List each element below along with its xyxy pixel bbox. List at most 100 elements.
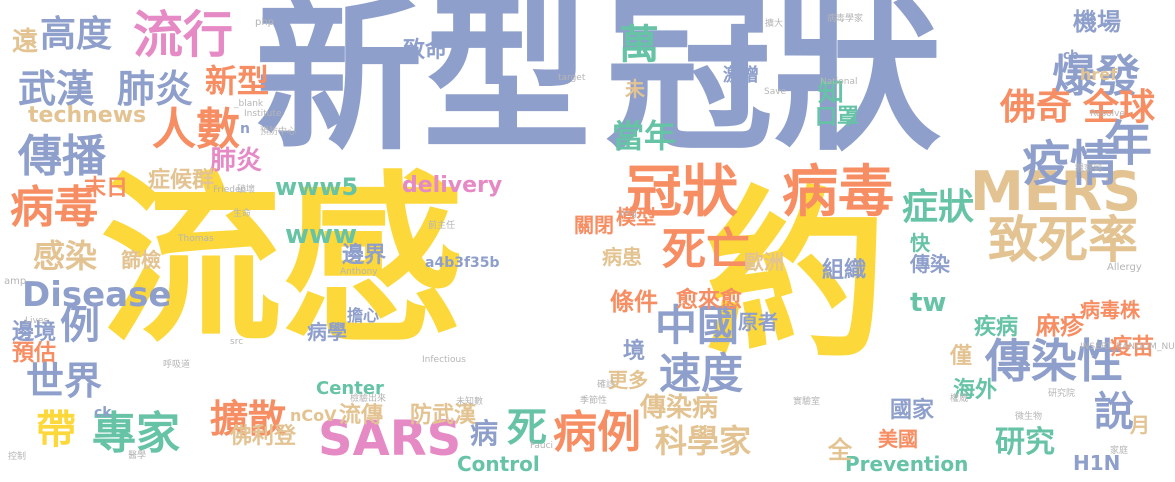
cloud-word: 觀察到 bbox=[1075, 164, 1103, 174]
cloud-word: 世界 bbox=[26, 359, 103, 403]
cloud-word: 更多 bbox=[608, 368, 648, 392]
cloud-word: 中國 bbox=[655, 301, 740, 350]
cloud-word: 例 bbox=[60, 302, 100, 348]
cloud-word: 境 bbox=[623, 339, 646, 364]
cloud-word: 原者 bbox=[738, 310, 778, 334]
cloud-word: 專家 bbox=[92, 408, 180, 459]
cloud-word: 生命 bbox=[233, 209, 252, 219]
cloud-word: 關閉 bbox=[574, 213, 614, 237]
cloud-word: 未 bbox=[625, 77, 645, 101]
cloud-word: 擴大 bbox=[765, 19, 784, 29]
cloud-word: Infectious bbox=[422, 355, 466, 365]
cloud-word: 肺炎 bbox=[210, 146, 263, 176]
cloud-word: 激增 bbox=[723, 65, 759, 86]
cloud-word: 症狀 bbox=[902, 187, 975, 228]
cloud-word: 人數 bbox=[152, 104, 240, 155]
cloud-word: National bbox=[820, 77, 858, 87]
cloud-word: 病毒株 bbox=[1080, 298, 1140, 322]
cloud-word: 邊境 bbox=[12, 320, 57, 345]
cloud-word: 擔心 bbox=[347, 306, 380, 325]
cloud-word: 當年 bbox=[612, 117, 677, 155]
cloud-word: 機場 bbox=[1073, 8, 1121, 36]
cloud-word: tw bbox=[910, 288, 947, 318]
cloud-word: 肺炎 bbox=[117, 67, 194, 111]
cloud-word: 年 bbox=[1104, 116, 1153, 172]
cloud-word: 知 bbox=[818, 78, 845, 108]
cloud-word: 冠狀 bbox=[626, 160, 738, 225]
cloud-word: 疾病 bbox=[974, 315, 1019, 340]
cloud-word: 病毒 bbox=[782, 160, 894, 225]
cloud-word: Resolve bbox=[1090, 109, 1125, 119]
cloud-word: 流行 bbox=[133, 6, 233, 64]
cloud-word: 疫苗 bbox=[1110, 335, 1155, 360]
cloud-word: 佛利登 bbox=[230, 424, 297, 449]
cloud-word: 速度 bbox=[659, 349, 744, 398]
cloud-word: 確診 bbox=[597, 380, 616, 390]
cloud-word: 疫情 bbox=[1022, 136, 1119, 192]
cloud-word: Anthony bbox=[340, 267, 378, 277]
cloud-word: 快 bbox=[910, 231, 930, 255]
cloud-word: 傳播 bbox=[18, 131, 106, 182]
cloud-word: 病毒學家 bbox=[827, 14, 864, 24]
cloud-word: Institute bbox=[244, 109, 282, 119]
cloud-word: php bbox=[255, 17, 275, 28]
cloud-word: Lives bbox=[25, 316, 49, 326]
cloud-word: 全 bbox=[828, 436, 852, 464]
cloud-word: 防武漢 bbox=[410, 403, 477, 428]
cloud-word: 感染 bbox=[33, 237, 98, 275]
cloud-word: Fauci bbox=[530, 441, 554, 451]
cloud-word: 前主任 bbox=[428, 221, 456, 231]
cloud-word: 僅 bbox=[950, 344, 973, 369]
cloud-word: 致死率 bbox=[988, 211, 1138, 269]
cloud-word: 末日 bbox=[84, 176, 129, 201]
cloud-word: 病例 bbox=[553, 407, 641, 458]
cloud-word: Save bbox=[764, 87, 787, 97]
cloud-word: 未知數 bbox=[456, 397, 484, 407]
cloud-word: 流傳 bbox=[339, 403, 384, 428]
cloud-word: 麻疹 bbox=[1036, 312, 1084, 340]
cloud-word: Thomas bbox=[178, 234, 214, 244]
cloud-word: 研究 bbox=[995, 425, 1055, 460]
cloud-word: 組織 bbox=[822, 258, 867, 283]
cloud-word: 萬 bbox=[619, 22, 659, 68]
cloud-word: 武漢 bbox=[18, 67, 95, 111]
cloud-word: 傳染 bbox=[910, 252, 950, 276]
cloud-word: 篩檢 bbox=[121, 248, 161, 272]
cloud-word: 海外 bbox=[953, 378, 998, 403]
cloud-word: 新型 bbox=[255, 0, 591, 174]
cloud-word: Allergy bbox=[1107, 262, 1142, 273]
cloud-word: 檢驗出來 bbox=[350, 394, 387, 404]
cloud-word: 症候群 bbox=[148, 168, 215, 193]
cloud-word: 季節性 bbox=[580, 396, 608, 406]
cloud-word: 約 bbox=[705, 170, 887, 382]
cloud-word: 預防中心 bbox=[260, 127, 297, 137]
cloud-word: 實驗室 bbox=[793, 397, 821, 407]
cloud-word: 控制 bbox=[8, 452, 27, 462]
cloud-word: 月 bbox=[1130, 413, 1150, 437]
cloud-word: 佛奇 bbox=[1000, 87, 1073, 128]
cloud-word: 新型 bbox=[205, 62, 270, 100]
cloud-word: 擴散 bbox=[210, 397, 287, 441]
cloud-word: _blank bbox=[234, 99, 264, 109]
cloud-word: 微生物 bbox=[1015, 412, 1043, 422]
cloud-word: SARS bbox=[318, 411, 462, 467]
cloud-word: H1N bbox=[1073, 451, 1121, 475]
cloud-word: 國家 bbox=[890, 398, 935, 423]
cloud-word: INSERT_RANDOM_NUMBER_HERE bbox=[1080, 342, 1175, 352]
cloud-word: 病 bbox=[470, 417, 499, 450]
cloud-word: www bbox=[285, 220, 358, 250]
cloud-word: target bbox=[558, 73, 586, 83]
cloud-word: 傳染性 bbox=[985, 334, 1123, 388]
cloud-word: 科學家 bbox=[655, 422, 752, 460]
cloud-word: 呼吸道 bbox=[163, 360, 191, 370]
cloud-word: Center bbox=[316, 378, 384, 399]
cloud-word: 醫學 bbox=[128, 451, 147, 461]
cloud-word: cb bbox=[1063, 48, 1079, 62]
cloud-word: 遠 bbox=[12, 27, 39, 57]
cloud-word: a4b3f35b bbox=[425, 255, 500, 271]
cloud-word: 死 bbox=[507, 405, 547, 451]
cloud-word: 口罩 bbox=[815, 105, 860, 130]
cloud-word: 邊界 bbox=[342, 243, 387, 268]
cloud-word: 模型 bbox=[616, 205, 656, 229]
